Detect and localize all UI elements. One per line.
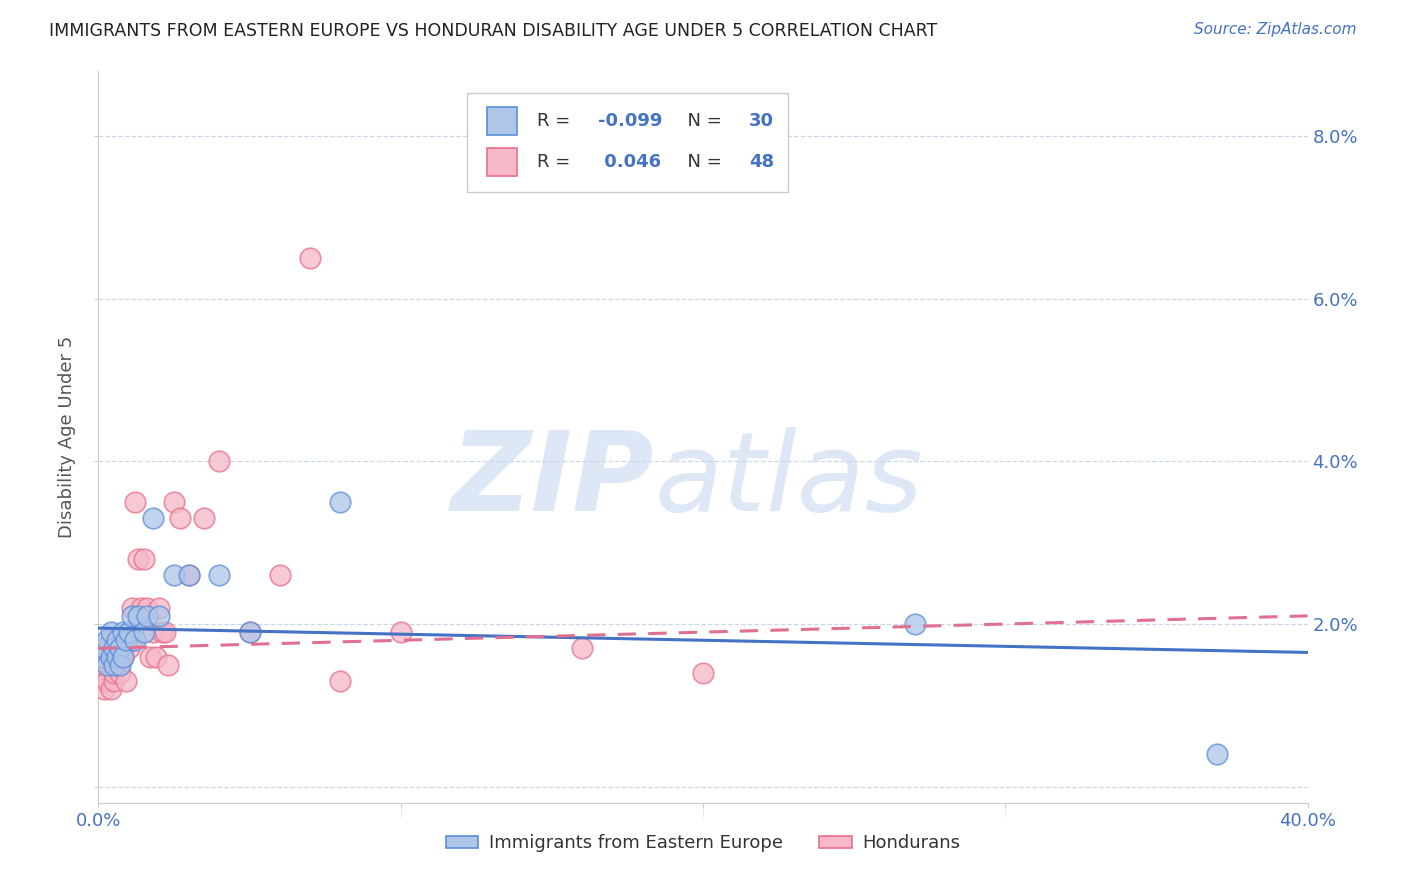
Point xyxy=(111,633,134,648)
Point xyxy=(124,495,146,509)
Point xyxy=(139,649,162,664)
Point xyxy=(108,641,131,656)
Point xyxy=(100,649,122,664)
Point xyxy=(93,649,115,664)
Point xyxy=(148,600,170,615)
Point xyxy=(103,665,125,680)
Point xyxy=(96,633,118,648)
Point xyxy=(100,625,122,640)
Point xyxy=(111,649,134,664)
Point xyxy=(1206,747,1229,761)
Point xyxy=(692,665,714,680)
Point xyxy=(118,625,141,640)
Y-axis label: Disability Age Under 5: Disability Age Under 5 xyxy=(58,336,76,538)
Text: 0.046: 0.046 xyxy=(598,153,661,171)
Point xyxy=(111,649,134,664)
Point xyxy=(142,511,165,525)
Point xyxy=(163,568,186,582)
Point xyxy=(100,633,122,648)
Point xyxy=(124,633,146,648)
Point xyxy=(105,641,128,656)
Text: -0.099: -0.099 xyxy=(598,112,662,130)
Text: IMMIGRANTS FROM EASTERN EUROPE VS HONDURAN DISABILITY AGE UNDER 5 CORRELATION CH: IMMIGRANTS FROM EASTERN EUROPE VS HONDUR… xyxy=(49,22,938,40)
Point xyxy=(142,625,165,640)
Point xyxy=(239,625,262,640)
Point xyxy=(329,673,352,688)
Point xyxy=(121,633,143,648)
Text: R =: R = xyxy=(537,153,576,171)
Text: R =: R = xyxy=(537,112,576,130)
Text: N =: N = xyxy=(676,153,728,171)
Text: ZIP: ZIP xyxy=(451,427,655,534)
FancyBboxPatch shape xyxy=(467,94,787,192)
Point xyxy=(389,625,412,640)
Point xyxy=(150,625,173,640)
Point xyxy=(111,625,134,640)
Point xyxy=(169,511,191,525)
Point xyxy=(135,608,157,623)
Point xyxy=(103,657,125,672)
Point xyxy=(114,633,136,648)
Point xyxy=(105,657,128,672)
Point xyxy=(90,673,112,688)
Point xyxy=(193,511,215,525)
Point xyxy=(148,608,170,623)
Point xyxy=(100,657,122,672)
Text: 48: 48 xyxy=(749,153,775,171)
Point xyxy=(127,608,149,623)
Text: N =: N = xyxy=(676,112,728,130)
Point xyxy=(114,633,136,648)
Point xyxy=(90,657,112,672)
Point xyxy=(127,552,149,566)
Point xyxy=(179,568,201,582)
Point xyxy=(135,600,157,615)
Point xyxy=(96,673,118,688)
Point xyxy=(156,657,179,672)
Point xyxy=(105,649,128,664)
Point xyxy=(105,633,128,648)
Point xyxy=(329,495,352,509)
Point xyxy=(129,600,152,615)
Point xyxy=(118,625,141,640)
Point xyxy=(121,600,143,615)
Legend: Immigrants from Eastern Europe, Hondurans: Immigrants from Eastern Europe, Honduran… xyxy=(439,827,967,860)
Point xyxy=(100,681,122,696)
Point xyxy=(103,641,125,656)
Point xyxy=(93,641,115,656)
Point xyxy=(163,495,186,509)
Point xyxy=(90,649,112,664)
Point xyxy=(132,625,155,640)
Point xyxy=(103,673,125,688)
Point xyxy=(904,617,927,632)
Point xyxy=(153,625,176,640)
Point xyxy=(179,568,201,582)
Point xyxy=(121,608,143,623)
Point xyxy=(132,552,155,566)
Point xyxy=(299,252,322,266)
Point xyxy=(145,649,167,664)
Point xyxy=(269,568,291,582)
Bar xyxy=(486,148,517,176)
Text: atlas: atlas xyxy=(655,427,924,534)
Point xyxy=(118,641,141,656)
Point xyxy=(571,641,593,656)
Text: Source: ZipAtlas.com: Source: ZipAtlas.com xyxy=(1194,22,1357,37)
Point xyxy=(108,657,131,672)
Point xyxy=(108,665,131,680)
Point xyxy=(103,649,125,664)
Point xyxy=(93,681,115,696)
Point xyxy=(96,641,118,656)
Point xyxy=(239,625,262,640)
Bar xyxy=(486,107,517,135)
Point xyxy=(96,657,118,672)
Text: 30: 30 xyxy=(749,112,773,130)
Point xyxy=(114,673,136,688)
Point xyxy=(108,649,131,664)
Point xyxy=(208,568,231,582)
Point xyxy=(208,454,231,468)
